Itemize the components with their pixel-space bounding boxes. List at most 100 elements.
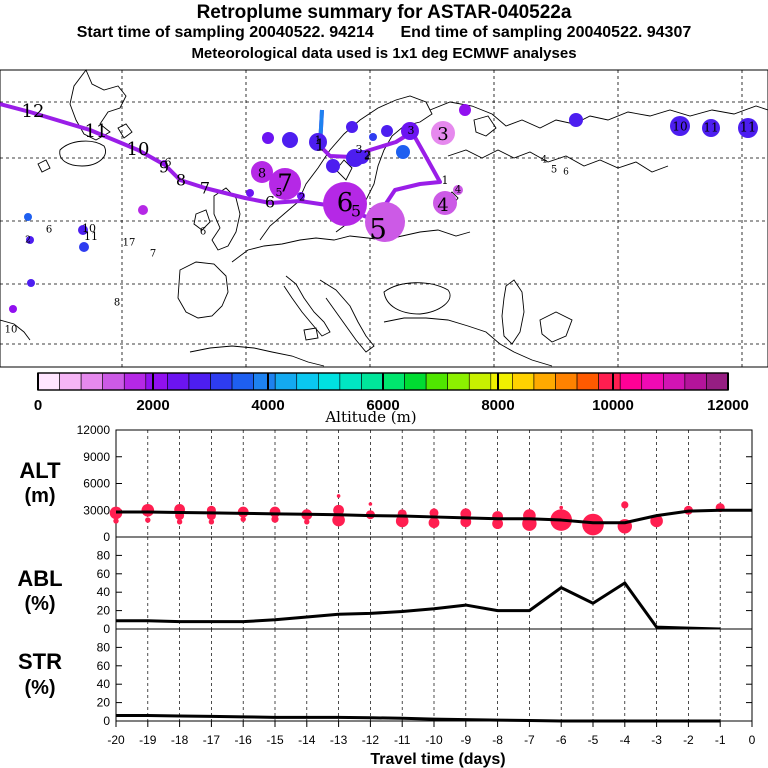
colorbar-segment (490, 372, 513, 391)
cluster-label-7: 7 (150, 249, 156, 260)
str-panel-label-top: STR (18, 649, 62, 674)
alt-plume-cluster (428, 517, 440, 529)
trajectory-label-10: 10 (127, 139, 150, 160)
alt-y-tick-label: 9000 (83, 450, 110, 464)
colorbar-segment (80, 372, 103, 391)
alt-plume-cluster (113, 518, 119, 524)
alt-plume-cluster (332, 513, 345, 527)
map-plume-cluster (365, 202, 405, 242)
alt-panel: 0 3000 6000 9000 12000 (77, 423, 753, 544)
colorbar-title: Altitude (m) (324, 408, 416, 426)
colorbar-segment (641, 372, 664, 391)
map-plume-cluster (369, 133, 377, 141)
map-plume-cluster (138, 205, 148, 215)
cluster-label-11: 11 (84, 230, 98, 243)
colorbar-segment (598, 372, 621, 391)
map-plume-cluster (381, 125, 393, 137)
abl-y-tick-label: 20 (97, 604, 111, 618)
map-plume-cluster (569, 113, 583, 127)
trajectory-label-1: 1 (315, 136, 325, 155)
trajectory-label-8: 8 (176, 171, 186, 190)
x-tick-label: -7 (524, 733, 535, 747)
x-tick-label: -18 (171, 733, 189, 747)
x-tick-label: -14 (298, 733, 316, 747)
colorbar-segment (382, 372, 405, 391)
abl-panel-label-bottom: (%) (24, 593, 55, 615)
altitude-colorbar: 0 2000 4000 6000 8000 10000 12000 (34, 372, 749, 414)
alt-plume-cluster (559, 505, 563, 510)
map-plume-cluster (26, 236, 34, 244)
cluster-label-5: 5 (551, 165, 557, 176)
colorbar-segment (145, 372, 168, 391)
alt-plume-cluster (582, 513, 604, 536)
cluster-label-6: 6 (337, 188, 354, 218)
colorbar-segment (231, 372, 254, 391)
str-series-line (116, 713, 721, 723)
colorbar-segment (447, 372, 470, 391)
cluster-label-3: 3 (408, 124, 415, 137)
x-tick-label: -13 (330, 733, 348, 747)
meteorology-line: Meteorological data used is 1x1 deg ECMW… (191, 45, 577, 62)
alt-series-line (116, 508, 752, 525)
colorbar-tick-label: 8000 (481, 397, 514, 414)
x-tick-label: -19 (139, 733, 157, 747)
cluster-label-4: 4 (541, 155, 547, 166)
sampling-time-line: Start time of sampling 20040522. 94214 E… (76, 24, 692, 41)
colorbar-segment (425, 372, 448, 391)
map-plume-cluster (269, 168, 301, 200)
colorbar-segment (339, 372, 362, 391)
map-plume-cluster (670, 116, 690, 136)
str-panel-label-bottom: (%) (24, 677, 55, 699)
cluster-label-11: 11 (703, 121, 718, 135)
alt-plume-cluster (336, 494, 341, 498)
plume-clusters (9, 104, 758, 313)
alt-plume-cluster (141, 503, 155, 517)
x-tick-label: -10 (425, 733, 443, 747)
alt-plume-cluster (368, 502, 373, 506)
alt-plume-cluster (176, 519, 183, 525)
str-y-tick-label: 20 (97, 696, 111, 710)
cluster-label-2: 2 (299, 193, 305, 204)
map-plume-cluster (246, 189, 254, 197)
map-plume-cluster (326, 159, 340, 173)
trajectory-label-3: 3 (437, 124, 448, 145)
colorbar-segment (706, 372, 729, 391)
colorbar-tick-label: 4000 (251, 397, 284, 414)
cluster-label-1: 1 (315, 134, 322, 147)
colorbar-segment (576, 372, 599, 391)
map-plume-cluster (161, 160, 167, 166)
str-y-tick-label: 60 (97, 659, 111, 673)
alt-plume-cluster (621, 501, 629, 509)
trajectory-label-12: 12 (22, 101, 45, 122)
colorbar-segment (555, 372, 578, 391)
cluster-label-7: 7 (277, 170, 292, 198)
cluster-label-10: 10 (5, 325, 18, 336)
colorbar-segment (684, 372, 707, 391)
alt-panel-label-top: ALT (19, 458, 61, 483)
cluster-label-6: 6 (46, 225, 52, 236)
trajectory-label-7: 7 (200, 179, 210, 198)
str-panel-frame (115, 628, 753, 722)
str-y-tick-label: 0 (103, 714, 110, 728)
map-plume-cluster (297, 192, 305, 200)
cluster-label-8: 8 (258, 167, 266, 182)
map-plume-cluster (9, 305, 17, 313)
str-y-tick-label: 80 (97, 640, 111, 654)
cluster-label-6: 6 (563, 168, 569, 178)
colorbar-segment (296, 372, 319, 391)
colorbar-tick-label: 10000 (592, 397, 634, 414)
map-plume-cluster (401, 122, 419, 140)
colorbar-segment (123, 372, 147, 391)
colorbar-segment (663, 372, 686, 391)
trajectory-label-2: 2 (364, 149, 372, 163)
coastlines (0, 69, 768, 367)
x-tick-label: -12 (362, 733, 380, 747)
trajectory-label-9: 9 (159, 158, 169, 177)
cluster-label-1: 1 (442, 174, 449, 187)
alt-plume-cluster (333, 504, 344, 516)
cluster-label-4: 4 (455, 185, 461, 196)
cluster-label-5: 5 (351, 202, 361, 221)
x-tick-label: -2 (683, 733, 694, 747)
map-plume-cluster (309, 133, 327, 151)
cluster-label-5: 5 (276, 186, 283, 199)
